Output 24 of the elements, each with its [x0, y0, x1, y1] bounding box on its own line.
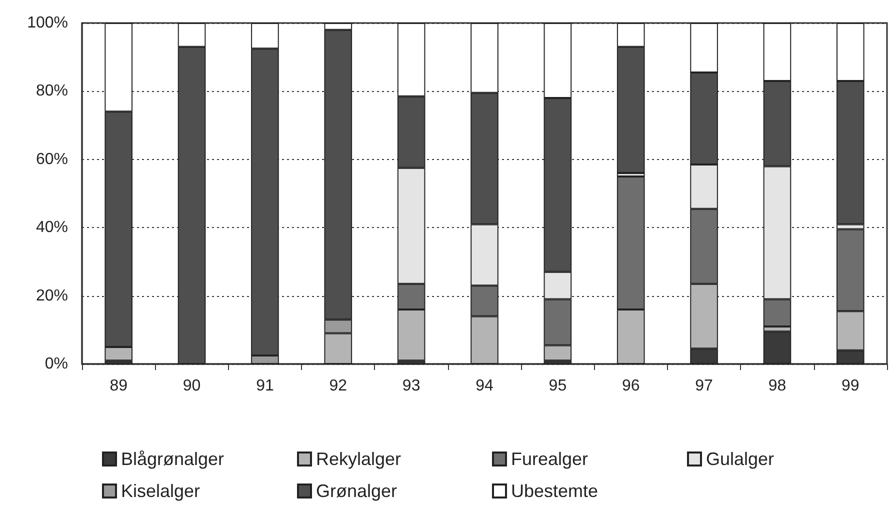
- x-tick-label: 89: [110, 378, 128, 394]
- y-tick-label: 20%: [36, 287, 68, 304]
- legend-label: Blågrønalger: [121, 449, 224, 469]
- x-tick-label: 90: [182, 378, 201, 394]
- y-tick-label: 0%: [44, 356, 68, 372]
- y-tick-label: 80%: [36, 82, 68, 100]
- legend-label: Rekylalger: [316, 449, 402, 469]
- x-tick-label: 92: [329, 378, 348, 394]
- x-tick-label: 98: [768, 378, 786, 394]
- legend-label: Kiselalger: [121, 481, 200, 501]
- x-tick-label: 93: [402, 378, 420, 394]
- y-tick-label: 40%: [36, 219, 68, 236]
- x-tick-label: 99: [842, 378, 860, 394]
- legend-label: Furealger: [511, 449, 588, 469]
- x-tick-label: 91: [256, 378, 274, 394]
- legend-label: Ubestemte: [511, 481, 598, 501]
- y-tick-label: 60%: [36, 150, 68, 168]
- x-tick-label: 95: [548, 378, 567, 394]
- x-tick-label: 94: [476, 378, 494, 394]
- x-tick-label: 96: [622, 378, 640, 394]
- legend-label: Grønalger: [316, 481, 398, 501]
- legend-label: Gulalger: [706, 449, 774, 469]
- x-tick-label: 97: [695, 378, 714, 394]
- y-tick-label: 100%: [27, 14, 68, 32]
